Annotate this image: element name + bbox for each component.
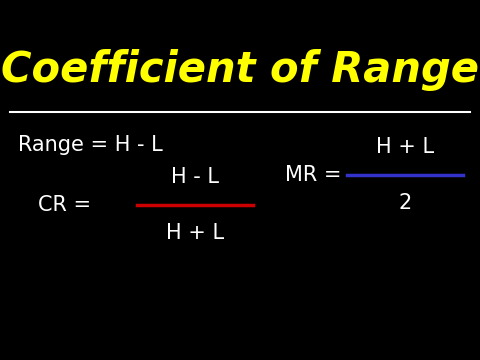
Text: Range = H - L: Range = H - L xyxy=(18,135,163,155)
Text: MR =: MR = xyxy=(285,165,348,185)
Text: CR =: CR = xyxy=(38,195,98,215)
Text: H + L: H + L xyxy=(166,223,224,243)
Text: Coefficient of Range: Coefficient of Range xyxy=(1,49,479,91)
Text: H - L: H - L xyxy=(171,167,219,187)
Text: H + L: H + L xyxy=(376,137,434,157)
Text: 2: 2 xyxy=(398,193,412,213)
